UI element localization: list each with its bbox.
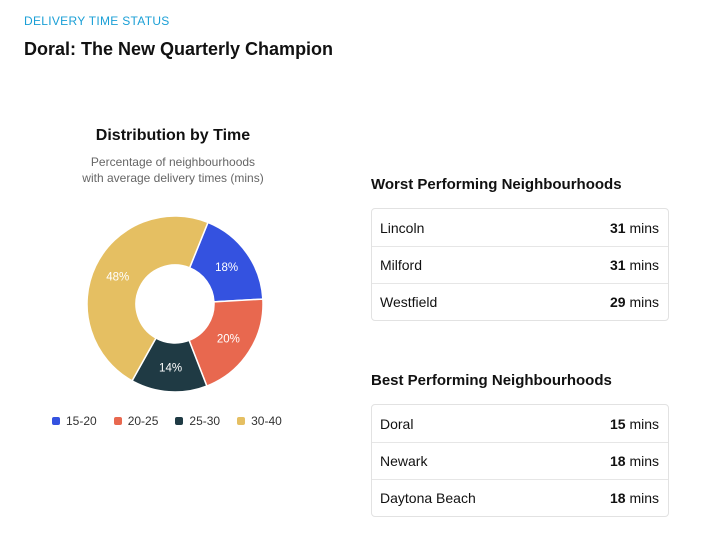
delivery-time-unit: mins <box>629 294 659 310</box>
donut-chart: 18% 20% 14% 48% <box>86 215 264 393</box>
neighbourhood-name: Newark <box>380 453 428 469</box>
delivery-time-value: 18 <box>609 453 626 469</box>
delivery-time-unit: mins <box>629 257 659 273</box>
delivery-time: 31 mins <box>610 220 659 236</box>
donut-data-label: 14% <box>159 362 182 374</box>
best-neighbourhoods-title: Best Performing Neighbourhoods <box>371 372 612 389</box>
legend-item: 20-25 <box>113 414 159 428</box>
delivery-time-value: 15 <box>609 415 626 432</box>
delivery-time: 29 mins <box>610 294 659 310</box>
delivery-time-unit: mins <box>629 219 659 236</box>
table-row: Milford 31 mins <box>372 246 668 283</box>
delivery-time-unit: mins <box>629 453 659 469</box>
legend-item: 25-30 <box>175 414 220 428</box>
donut-data-label: 18% <box>215 262 238 274</box>
delivery-time: 18 mins <box>610 453 659 469</box>
chart-subtitle-line-2: with average delivery times (mins) <box>82 171 264 185</box>
delivery-time-unit: mins <box>629 490 659 506</box>
legend-swatch <box>113 417 122 425</box>
donut-slice-30-40 <box>86 215 209 382</box>
donut-data-label: 20% <box>217 333 240 345</box>
section-eyebrow: DELIVERY TIME STATUS <box>24 14 170 28</box>
neighbourhood-name: Westfield <box>380 294 438 310</box>
delivery-time-unit: mins <box>629 415 659 432</box>
delivery-time-value: 31 <box>609 257 626 273</box>
donut-slice-20-25 <box>188 298 264 388</box>
neighbourhood-name: Daytona Beach <box>380 490 476 506</box>
table-row: Doral 15 mins <box>372 405 668 442</box>
page-title: Doral: The New Quarterly Champion <box>24 39 334 59</box>
delivery-time: 15 mins <box>610 416 659 432</box>
chart-subtitle: Percentage of neighbourhoods with averag… <box>60 154 286 186</box>
delivery-time-value: 18 <box>609 490 626 506</box>
table-row: Daytona Beach 18 mins <box>372 479 668 516</box>
legend-item: 15-20 <box>52 414 97 428</box>
table-row: Newark 18 mins <box>372 442 668 479</box>
legend-label: 20-25 <box>127 414 159 428</box>
chart-title: Distribution by Time <box>95 127 251 144</box>
table-row: Lincoln 31 mins <box>372 209 668 246</box>
delivery-time: 18 mins <box>610 490 659 506</box>
neighbourhood-name: Milford <box>380 257 423 273</box>
donut-data-label: 48% <box>106 272 129 284</box>
chart-subtitle-line-1: Percentage of neighbourhoods <box>90 155 256 169</box>
delivery-time-value: 31 <box>609 219 626 236</box>
legend-label: 25-30 <box>189 414 221 428</box>
chart-legend: 15-20 20-25 25-30 30-40 <box>52 414 282 428</box>
worst-neighbourhoods-title: Worst Performing Neighbourhoods <box>371 176 622 193</box>
legend-swatch <box>175 417 184 425</box>
table-row: Westfield 29 mins <box>372 283 668 320</box>
delivery-time: 31 mins <box>610 257 659 273</box>
worst-neighbourhoods-table: Lincoln 31 mins Milford 31 mins Westfiel… <box>371 208 669 321</box>
delivery-time-value: 29 <box>609 294 626 310</box>
legend-label: 30-40 <box>251 414 282 428</box>
legend-swatch <box>52 417 60 425</box>
neighbourhood-name: Doral <box>380 415 414 432</box>
neighbourhood-name: Lincoln <box>380 219 425 236</box>
legend-label: 15-20 <box>66 414 97 428</box>
legend-item: 30-40 <box>237 414 282 428</box>
legend-swatch <box>237 417 246 425</box>
best-neighbourhoods-table: Doral 15 mins Newark 18 mins Daytona Bea… <box>371 404 669 517</box>
